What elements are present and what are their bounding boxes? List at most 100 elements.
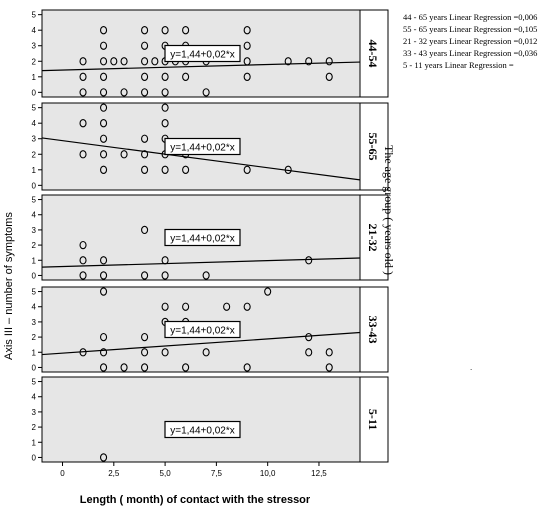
data-point: [99, 41, 108, 50]
data-point: [99, 150, 108, 159]
data-point: [120, 363, 128, 372]
data-point: [99, 72, 108, 81]
data-point: [284, 165, 292, 174]
panel-label: 55-65: [366, 133, 380, 161]
data-point: [141, 41, 149, 50]
equation-box: [164, 44, 241, 63]
y-tick-label: 4: [32, 119, 37, 128]
y-tick-label: 2: [32, 57, 37, 66]
y-axis-title: Axis III – number of symptoms: [3, 212, 15, 360]
equation-label: y=1,44+0,02*x: [170, 50, 235, 61]
y-tick-label: 0: [32, 181, 37, 190]
data-point: [141, 225, 149, 235]
data-point: [325, 363, 333, 372]
equation-box: [164, 420, 241, 439]
panel-background: [41, 376, 361, 463]
data-point: [99, 271, 108, 280]
equation-box: [164, 228, 241, 247]
regression-line: [42, 137, 360, 181]
y-tick-label: 0: [32, 271, 37, 280]
data-point: [305, 348, 313, 357]
data-point: [141, 26, 149, 35]
y-tick-label: 4: [32, 393, 37, 402]
data-point: [182, 363, 190, 372]
equation-label: y=1,44+0,02*x: [170, 426, 235, 437]
x-tick-label: 0: [60, 469, 65, 478]
data-point: [141, 165, 149, 174]
data-point: [141, 332, 149, 342]
x-axis-title: Length ( month) of contact with the stre…: [80, 494, 311, 506]
panel-label: 5-11: [366, 409, 380, 430]
y-tick-label: 3: [32, 318, 37, 327]
equation-box: [164, 320, 241, 339]
panel-strip: [359, 286, 389, 373]
y-tick-label: 1: [32, 73, 37, 82]
data-point: [161, 119, 169, 128]
regression-line: [42, 331, 360, 356]
panel-strip: [359, 194, 389, 281]
data-point: [120, 150, 128, 159]
data-point: [99, 165, 108, 174]
data-point: [79, 348, 87, 357]
data-point: [202, 271, 210, 280]
data-point: [243, 302, 251, 311]
legend: 44 - 65 years Linear Regression =0,006 5…: [403, 12, 537, 70]
panel-label: 44-54: [366, 40, 380, 68]
data-point: [99, 256, 108, 265]
regression-line: [42, 61, 360, 72]
data-point: [79, 150, 87, 159]
panel-label: 33-43: [366, 316, 380, 344]
data-point: [223, 302, 231, 311]
data-point: [161, 165, 169, 174]
data-point: [161, 88, 169, 97]
data-point: [264, 287, 272, 296]
equation-label: y=1,44+0,02*x: [170, 234, 235, 245]
data-point: [305, 57, 313, 66]
data-point: [141, 134, 149, 143]
y-tick-label: 3: [32, 226, 37, 235]
data-point: [325, 348, 333, 357]
y-tick-label: 0: [32, 88, 37, 97]
data-point: [99, 348, 108, 357]
y-tick-label: 4: [32, 211, 37, 220]
data-point: [110, 57, 118, 66]
data-point: [161, 256, 169, 265]
y-tick-label: 4: [32, 303, 37, 312]
y-tick-label: 5: [32, 11, 37, 20]
data-point: [243, 72, 251, 81]
data-point: [325, 57, 333, 66]
data-point: [161, 348, 169, 357]
data-point: [243, 26, 251, 35]
y-tick-label: 1: [32, 256, 37, 265]
data-point: [79, 72, 87, 81]
y-tick-label: 5: [32, 378, 37, 387]
legend-entry: 5 - 11 years Linear Regression =: [403, 60, 514, 70]
legend-entry: 44 - 65 years Linear Regression =0,006: [403, 12, 537, 22]
data-point: [243, 165, 251, 174]
data-point: [161, 72, 169, 81]
data-point: [99, 332, 108, 342]
data-point: [182, 26, 190, 35]
data-point: [202, 88, 210, 97]
data-point: [79, 119, 87, 128]
data-point: [151, 57, 159, 66]
data-point: [141, 150, 149, 159]
data-point: [120, 57, 128, 66]
equation-label: y=1,44+0,02*x: [170, 143, 235, 154]
y-tick-label: 3: [32, 135, 37, 144]
legend-entry: 21 - 32 years Linear Regression =0,012: [403, 36, 537, 46]
panel-55-65: 55-65 0 1 2 3 4 5 y=1,44+0,02*x: [32, 102, 389, 191]
data-point: [99, 287, 108, 296]
y-tick-label: 2: [32, 333, 37, 342]
data-point: [79, 57, 87, 66]
y-tick-label: 4: [32, 26, 37, 35]
data-point: [99, 363, 108, 372]
data-point: [182, 302, 190, 311]
data-point: [141, 363, 149, 372]
panel-21-32: 21-32 0 1 2 3 4 5 y=1,44+0,02*x: [32, 194, 389, 281]
data-point: [99, 88, 108, 97]
panels-layer: 44-54 0 1 2 3 4 5 y=1,44+0,02*x 55-65 0 1 2 3 4 5 y=1,4…: [32, 9, 389, 478]
panel-strip: [359, 9, 389, 98]
legend-entry: 33 - 43 years Linear Regression =0,036: [403, 48, 537, 58]
